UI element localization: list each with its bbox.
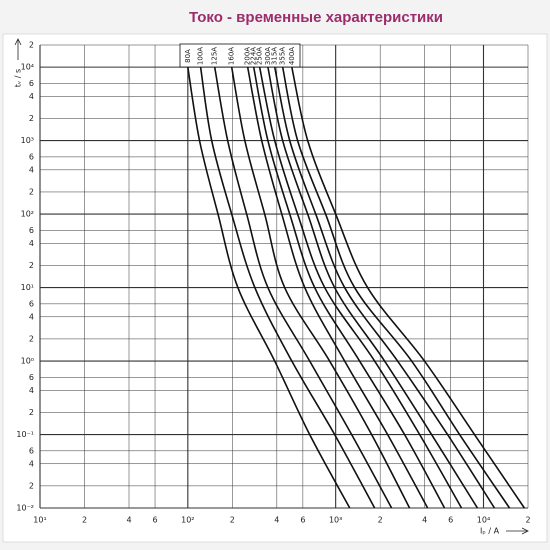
y-tick-label: 4 bbox=[29, 239, 34, 248]
y-tick-label: 2 bbox=[29, 114, 34, 123]
legend-label: 125A bbox=[211, 47, 219, 65]
y-tick-label: 2 bbox=[29, 41, 34, 50]
y-axis-label: tᵥ / s bbox=[14, 69, 23, 87]
x-tick-label: 10⁴ bbox=[477, 516, 490, 525]
x-tick-label: 4 bbox=[274, 516, 279, 525]
curve bbox=[213, 66, 393, 509]
curves bbox=[187, 66, 526, 509]
y-tick-label: 6 bbox=[29, 226, 34, 235]
y-tick-label: 10⁴ bbox=[21, 63, 34, 72]
y-tick-label: 10¹ bbox=[21, 283, 34, 292]
y-tick-label: 4 bbox=[29, 312, 34, 321]
y-tick-label: 4 bbox=[29, 386, 34, 395]
x-tick-label: 4 bbox=[126, 516, 131, 525]
legend-label: 355A bbox=[279, 47, 287, 65]
curve bbox=[281, 66, 511, 509]
x-axis-arrowhead bbox=[521, 527, 529, 535]
x-tick-label: 6 bbox=[152, 516, 157, 525]
legend-label: 315A bbox=[271, 47, 279, 65]
y-tick-label: 10⁰ bbox=[21, 357, 34, 366]
y-tick-label: 4 bbox=[29, 92, 34, 101]
x-tick-label: 2 bbox=[525, 516, 530, 525]
curve bbox=[246, 66, 429, 509]
legend-label: 300A bbox=[264, 47, 272, 65]
curve bbox=[291, 66, 526, 509]
y-tick-label: 2 bbox=[29, 334, 34, 343]
legend-label: 160A bbox=[228, 47, 236, 65]
y-tick-label: 2 bbox=[29, 261, 34, 270]
y-tick-label: 6 bbox=[29, 373, 34, 382]
x-tick-label: 10¹ bbox=[33, 516, 46, 525]
curve bbox=[258, 66, 463, 509]
legend-label: 100A bbox=[197, 47, 205, 65]
x-tick-label: 10² bbox=[181, 516, 194, 525]
curve bbox=[267, 66, 479, 509]
y-tick-label: 10⁻² bbox=[16, 504, 34, 513]
y-tick-label: 6 bbox=[29, 152, 34, 161]
chart-title: Токо - временные характеристики bbox=[189, 9, 443, 26]
legend-label: 200A bbox=[244, 47, 252, 65]
y-tick-label: 2 bbox=[29, 187, 34, 196]
x-tick-label: 6 bbox=[300, 516, 305, 525]
x-tick-label: 4 bbox=[422, 516, 427, 525]
y-tick-label: 10⁻¹ bbox=[16, 430, 34, 439]
x-tick-label: 6 bbox=[448, 516, 453, 525]
y-tick-label: 10³ bbox=[21, 136, 34, 145]
y-tick-label: 10² bbox=[21, 210, 34, 219]
legend-label: 250A bbox=[256, 47, 264, 65]
curve bbox=[187, 66, 351, 509]
curve bbox=[273, 66, 496, 509]
legend-box bbox=[179, 43, 301, 68]
legend-label: 80A bbox=[184, 49, 192, 63]
x-tick-label: 2 bbox=[230, 516, 235, 525]
y-tick-label: 6 bbox=[29, 299, 34, 308]
y-tick-label: 6 bbox=[29, 79, 34, 88]
y-tick-label: 4 bbox=[29, 165, 34, 174]
y-tick-label: 4 bbox=[29, 459, 34, 468]
y-axis-arrowhead bbox=[14, 38, 22, 46]
legend-label: 224A bbox=[250, 47, 258, 65]
legend-label: 400A bbox=[288, 47, 296, 65]
x-tick-label: 2 bbox=[378, 516, 383, 525]
tick-labels: 10¹ 2 4 6 10² 2 4 6 10³ 2 4 6 10⁴ 2 10⁻² 2 4 6 10⁻¹ 2 4 6 10⁰ 2… bbox=[16, 41, 530, 525]
curve bbox=[252, 66, 446, 509]
y-tick-label: 2 bbox=[29, 408, 34, 417]
y-tick-label: 2 bbox=[29, 481, 34, 490]
x-axis-label: Iₚ / A bbox=[480, 527, 500, 536]
grid bbox=[39, 44, 529, 509]
x-tick-label: 2 bbox=[82, 516, 87, 525]
x-tick-label: 10³ bbox=[329, 516, 342, 525]
curve bbox=[199, 67, 376, 509]
curve bbox=[230, 66, 411, 509]
y-tick-label: 6 bbox=[29, 446, 34, 455]
